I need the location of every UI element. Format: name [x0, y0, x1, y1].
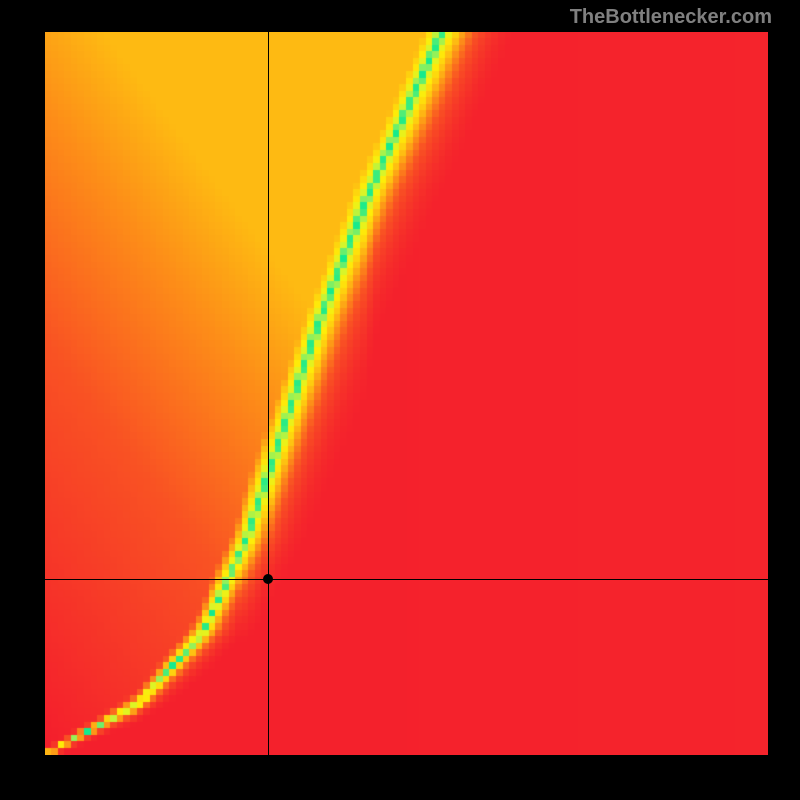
crosshair-vertical	[268, 32, 269, 755]
watermark-text: TheBottlenecker.com	[570, 6, 772, 29]
heatmap-canvas	[45, 32, 768, 755]
crosshair-horizontal	[45, 579, 768, 580]
heatmap-plot	[45, 32, 768, 755]
